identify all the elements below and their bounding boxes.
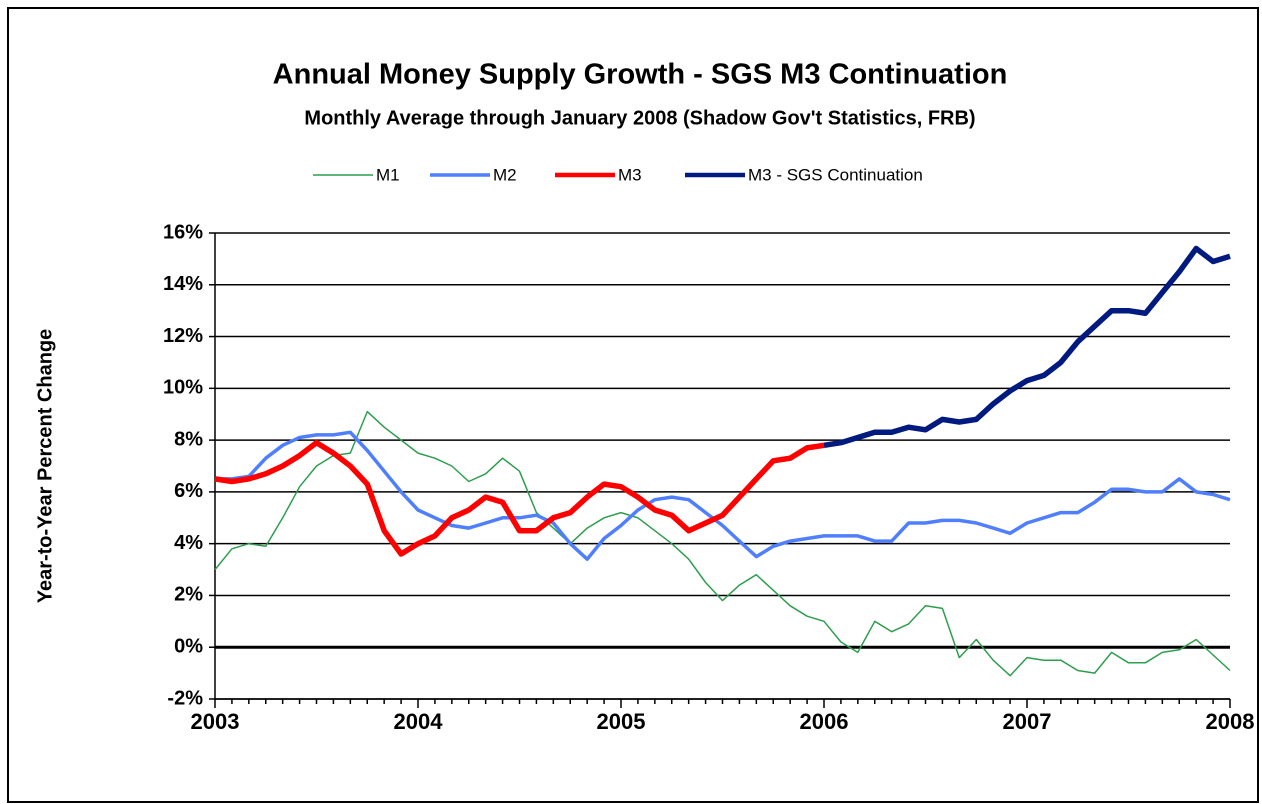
y-axis-label: Year-to-Year Percent Change <box>34 329 56 604</box>
y-tick-label: 6% <box>174 480 203 502</box>
y-tick-label: 12% <box>163 325 203 347</box>
series-line <box>215 430 1231 561</box>
series-line <box>214 410 1231 677</box>
y-tick-label: 0% <box>174 636 203 658</box>
y-tick-label: 2% <box>174 584 203 606</box>
x-tick-label: 2007 <box>1003 709 1052 734</box>
chart-subtitle: Monthly Average through January 2008 (Sh… <box>304 107 975 129</box>
y-tick-label: -2% <box>167 687 203 709</box>
y-tick-label: 10% <box>163 377 203 399</box>
x-tick-label: 2008 <box>1206 709 1255 734</box>
x-tick-label: 2005 <box>597 709 646 734</box>
y-tick-label: 8% <box>174 428 203 450</box>
y-tick-label: 14% <box>163 273 203 295</box>
chart-title: Annual Money Supply Growth - SGS M3 Cont… <box>273 59 1008 91</box>
x-tick-label: 2003 <box>191 709 240 734</box>
x-tick-label: 2004 <box>394 709 444 734</box>
legend-label: M2 <box>493 165 517 184</box>
y-tick-label: 4% <box>174 532 203 554</box>
y-tick-label: 16% <box>163 221 203 243</box>
series-line <box>214 439 825 557</box>
x-tick-label: 2006 <box>800 709 849 734</box>
legend-label: M3 <box>618 165 642 184</box>
legend-label: M3 - SGS Continuation <box>748 165 923 184</box>
frame <box>7 7 1259 803</box>
legend-label: M1 <box>376 165 400 184</box>
series-line <box>823 245 1231 449</box>
